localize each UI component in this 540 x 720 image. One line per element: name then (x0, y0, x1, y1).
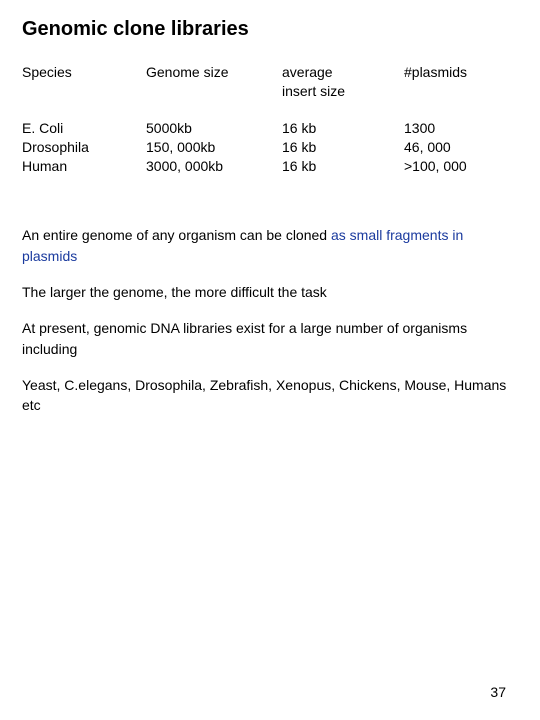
table-cell: 3000, 000kb (146, 157, 282, 176)
table-spacer (22, 101, 504, 119)
table-cell: 1300 (404, 119, 504, 138)
col-header-insert-l2: insert size (282, 83, 345, 99)
paragraph-1: An entire genome of any organism can be … (22, 225, 522, 266)
page-title: Genomic clone libraries (22, 18, 522, 41)
table-cell: Drosophila (22, 138, 146, 157)
table-cell: Human (22, 157, 146, 176)
table-cell: >100, 000 (404, 157, 504, 176)
species-table: Species Genome size average insert size … (22, 63, 522, 175)
table-cell: 150, 000kb (146, 138, 282, 157)
para1-plain: An entire genome of any organism can be … (22, 227, 331, 243)
paragraph-3: At present, genomic DNA libraries exist … (22, 318, 522, 359)
table-cell: 16 kb (282, 157, 404, 176)
page-number: 37 (490, 684, 506, 700)
col-header-insert-l1: average (282, 64, 333, 80)
col-header-species: Species (22, 63, 146, 101)
table-cell: 16 kb (282, 138, 404, 157)
table-cell: 5000kb (146, 119, 282, 138)
table-cell: E. Coli (22, 119, 146, 138)
col-header-plasmids: #plasmids (404, 63, 504, 101)
paragraph-4: Yeast, C.elegans, Drosophila, Zebrafish,… (22, 375, 522, 416)
col-header-genome-size: Genome size (146, 63, 282, 101)
table-cell: 46, 000 (404, 138, 504, 157)
table-cell: 16 kb (282, 119, 404, 138)
paragraph-2: The larger the genome, the more difficul… (22, 282, 522, 302)
col-header-insert-size: average insert size (282, 63, 404, 101)
